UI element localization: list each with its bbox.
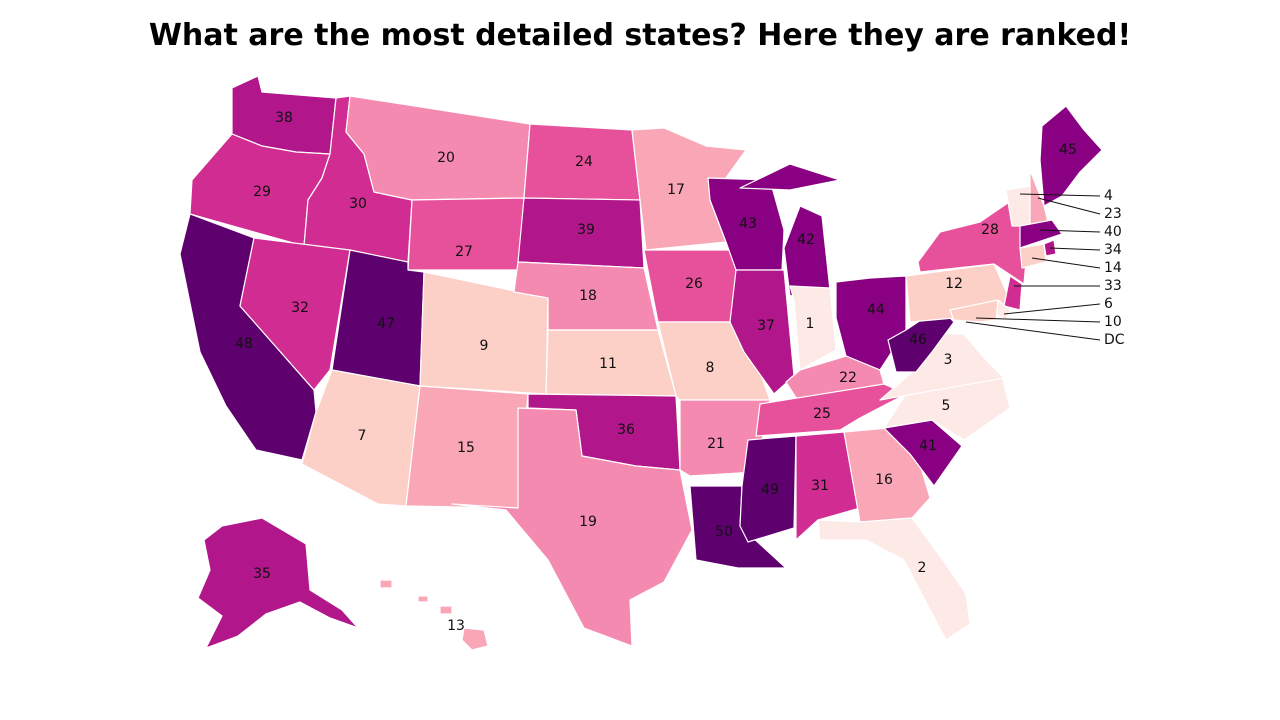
state-rank-label-sd: 39	[577, 222, 595, 238]
state-rank-label-wv: 46	[909, 332, 927, 348]
state-rank-label-ut: 47	[377, 316, 395, 332]
callout-label: 4	[1104, 188, 1113, 204]
state-rank-label-ga: 16	[875, 472, 893, 488]
state-tx	[451, 407, 693, 647]
state-va	[879, 333, 1005, 401]
state-nv	[239, 237, 351, 391]
callout-label: 40	[1104, 224, 1122, 240]
state-rank-label-co: 9	[480, 338, 489, 354]
state-rank-label-or: 29	[253, 184, 271, 200]
state-rank-label-ne: 18	[579, 288, 597, 304]
state-rank-label-nd: 24	[575, 154, 593, 170]
state-rank-label-al: 31	[811, 478, 829, 494]
state-al	[795, 431, 861, 541]
state-rank-label-sc: 41	[919, 438, 937, 454]
state-rank-label-ak: 35	[253, 566, 271, 582]
state-md	[949, 299, 999, 323]
callout-leader-line	[965, 321, 1101, 341]
state-rank-label-wa: 38	[275, 110, 293, 126]
callout-label: 6	[1104, 296, 1113, 312]
state-rank-label-az: 7	[358, 428, 367, 444]
state-rank-label-mi: 42	[797, 232, 815, 248]
state-rank-label-ia: 26	[685, 276, 703, 292]
callout-leader-line	[1019, 193, 1101, 197]
state-mt	[345, 95, 531, 201]
state-fl	[817, 517, 971, 641]
state-rank-label-la: 50	[715, 524, 733, 540]
state-rank-label-ms: 49	[761, 482, 779, 498]
state-rank-label-fl: 2	[918, 560, 927, 576]
state-il	[729, 269, 795, 395]
state-rank-label-ca: 48	[235, 336, 253, 352]
state-rank-label-ok: 36	[617, 422, 635, 438]
state-rank-label-in: 1	[806, 316, 815, 332]
state-rank-label-mo: 8	[706, 360, 715, 376]
state-rank-label-wy: 27	[455, 244, 473, 260]
callout-label: DC	[1104, 332, 1125, 348]
state-rank-label-ky: 22	[839, 370, 857, 386]
callout-leader-line	[975, 317, 1101, 323]
state-in	[789, 285, 837, 371]
callout-leader-line	[1039, 229, 1101, 233]
callout-leader-line	[1037, 197, 1101, 215]
state-hi	[379, 579, 489, 651]
state-tn	[755, 383, 907, 437]
state-rank-label-ks: 11	[599, 356, 617, 372]
callout-label: 10	[1104, 314, 1122, 330]
callout-leader-line	[1049, 247, 1101, 251]
state-rank-label-hi: 13	[447, 618, 465, 634]
state-rank-label-wi: 43	[739, 216, 757, 232]
state-me	[1039, 105, 1103, 207]
callout-label: 33	[1104, 278, 1122, 294]
state-rank-label-va: 3	[944, 352, 953, 368]
state-ct	[1019, 243, 1047, 269]
state-rank-label-nc: 5	[942, 398, 951, 414]
state-rank-label-ar: 21	[707, 436, 725, 452]
callout-label: 34	[1104, 242, 1122, 258]
state-rank-label-pa: 12	[945, 276, 963, 292]
state-rank-label-il: 37	[757, 318, 775, 334]
state-rank-label-id: 30	[349, 196, 367, 212]
state-rank-label-ny: 28	[981, 222, 999, 238]
state-rank-label-tn: 25	[813, 406, 831, 422]
callout-leader-line	[1031, 257, 1101, 269]
state-wv	[887, 311, 955, 373]
state-rank-label-oh: 44	[867, 302, 885, 318]
state-nj	[1003, 275, 1023, 311]
state-rank-label-mn: 17	[667, 182, 685, 198]
state-rank-label-mt: 20	[437, 150, 455, 166]
callout-leader-line	[1003, 303, 1101, 315]
callout-label: 23	[1104, 206, 1122, 222]
state-rank-label-me: 45	[1059, 142, 1077, 158]
map-title: What are the most detailed states? Here …	[148, 18, 1132, 53]
state-rank-label-tx: 19	[579, 514, 597, 530]
state-ma	[1019, 219, 1063, 249]
state-rank-label-nm: 15	[457, 440, 475, 456]
state-rank-label-nv: 32	[291, 300, 309, 316]
callout-label: 14	[1104, 260, 1122, 276]
state-ak	[197, 517, 359, 649]
